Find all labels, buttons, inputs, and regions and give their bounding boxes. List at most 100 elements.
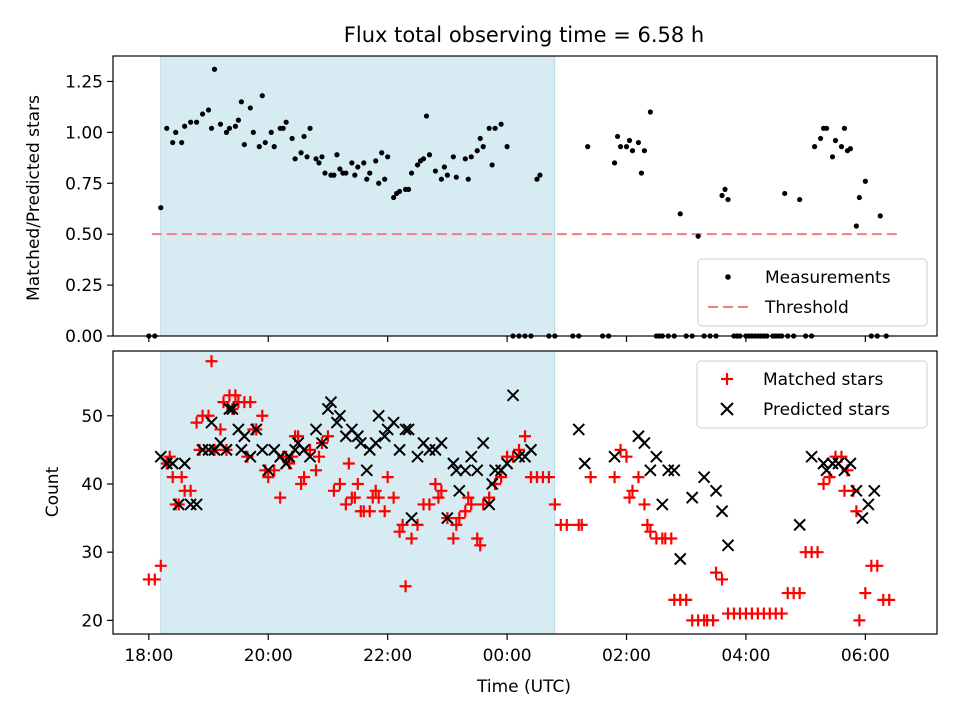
predicted-star-point xyxy=(793,518,806,532)
predicted-star-point xyxy=(333,409,347,422)
matched-star-point xyxy=(268,464,281,477)
predicted-star-point xyxy=(465,450,478,463)
predicted-star-point xyxy=(674,552,687,566)
measurement-point xyxy=(259,93,265,99)
matched-star-point xyxy=(372,491,385,504)
measurement-point xyxy=(838,144,845,150)
matched-star-point xyxy=(450,518,463,531)
predicted-star-point xyxy=(656,498,669,511)
measurement-point xyxy=(319,154,325,160)
matched-star-point xyxy=(175,471,188,484)
matched-star-point xyxy=(262,471,275,484)
matched-star-point xyxy=(429,477,442,490)
legend-threshold: Threshold xyxy=(764,298,849,318)
measurement-point xyxy=(211,66,218,72)
predicted-star-point xyxy=(578,457,591,470)
measurement-point xyxy=(725,196,731,203)
top-y-axis-label: Matched/Predicted stars xyxy=(24,95,44,301)
x-tick-label: 20:00 xyxy=(244,646,293,666)
predicted-star-point xyxy=(372,409,385,422)
measurement-point xyxy=(534,176,540,182)
x-tick-label: 18:00 xyxy=(124,646,173,666)
measurement-point xyxy=(355,164,361,170)
matched-star-point xyxy=(775,607,788,620)
predicted-star-point xyxy=(279,457,293,470)
predicted-star-point xyxy=(826,457,839,470)
measurement-point xyxy=(623,144,630,150)
predicted-star-point xyxy=(256,443,269,457)
matched-star-point xyxy=(256,409,269,422)
matched-star-point xyxy=(432,491,445,504)
matched-star-point xyxy=(474,539,487,552)
bottom-shaded-region xyxy=(160,350,556,635)
measurement-point xyxy=(486,125,492,131)
matched-star-point xyxy=(638,498,651,511)
measurement-point xyxy=(316,160,322,166)
predicted-star-point xyxy=(205,416,218,429)
measurement-point xyxy=(298,150,304,156)
top-y-axis-ticks: 0.00 0.25 0.50 0.75 1.00 1.25 xyxy=(65,72,113,347)
x-tick-label: 02:00 xyxy=(602,646,651,666)
matched-star-point xyxy=(435,484,448,497)
predicted-star-point xyxy=(850,484,863,498)
measurement-point xyxy=(364,176,370,182)
predicted-star-point xyxy=(166,457,179,470)
measurement-point xyxy=(797,196,803,203)
predicted-star-point xyxy=(288,443,302,457)
measurement-point xyxy=(638,170,645,176)
measurement-point xyxy=(441,164,447,170)
measurement-point xyxy=(426,152,433,158)
predicted-star-points xyxy=(154,389,881,566)
bottom-panel: 20 30 40 50 18:00 20:00 22:00 00:00 02:00 04:00 0… xyxy=(43,350,938,697)
measurement-point xyxy=(352,172,358,178)
predicted-star-point xyxy=(330,416,344,429)
predicted-star-point xyxy=(500,457,514,470)
legend-predicted: Predicted stars xyxy=(763,400,890,420)
measurement-point xyxy=(617,144,624,150)
predicted-star-point xyxy=(250,423,263,436)
predicted-star-point xyxy=(644,464,657,477)
predicted-star-point xyxy=(303,450,317,463)
measurement-point xyxy=(188,119,194,125)
predicted-star-point xyxy=(447,457,460,470)
measurement-point xyxy=(292,156,298,162)
measurement-point xyxy=(262,139,268,146)
matched-star-point xyxy=(495,471,508,484)
predicted-star-point xyxy=(360,464,373,477)
predicted-star-point xyxy=(238,430,251,443)
measurement-point xyxy=(238,99,244,105)
measurement-point xyxy=(232,123,239,129)
matched-star-point xyxy=(348,491,361,504)
measurement-point xyxy=(811,144,818,150)
matched-star-point xyxy=(507,450,520,463)
matched-star-point xyxy=(453,512,466,525)
measurement-point xyxy=(382,176,388,182)
measurement-point xyxy=(250,129,256,135)
x-tick-label: 22:00 xyxy=(363,646,412,666)
measurement-point xyxy=(391,194,397,201)
measurement-point xyxy=(241,141,247,148)
predicted-star-point xyxy=(435,436,448,450)
y-tick-label: 50 xyxy=(81,407,103,427)
predicted-star-point xyxy=(450,464,463,477)
predicted-star-point xyxy=(262,464,275,477)
matched-star-point xyxy=(214,423,227,436)
matched-star-point xyxy=(423,498,436,511)
measurement-point xyxy=(343,170,349,176)
measurement-point xyxy=(635,139,642,146)
matched-star-point xyxy=(342,457,355,470)
predicted-star-point xyxy=(715,505,729,518)
measurement-point xyxy=(179,139,185,146)
matched-star-point xyxy=(477,498,490,511)
matched-star-point xyxy=(710,566,723,579)
y-tick-label: 0.25 xyxy=(65,276,103,296)
matched-star-point xyxy=(575,518,588,531)
measurement-point xyxy=(331,172,337,178)
predicted-star-point xyxy=(572,423,585,436)
measurement-point xyxy=(226,125,233,131)
matched-star-point xyxy=(811,546,824,559)
matched-star-point xyxy=(707,614,720,627)
matched-star-points xyxy=(142,355,896,627)
measurement-point xyxy=(695,233,701,239)
matched-star-point xyxy=(641,518,654,531)
